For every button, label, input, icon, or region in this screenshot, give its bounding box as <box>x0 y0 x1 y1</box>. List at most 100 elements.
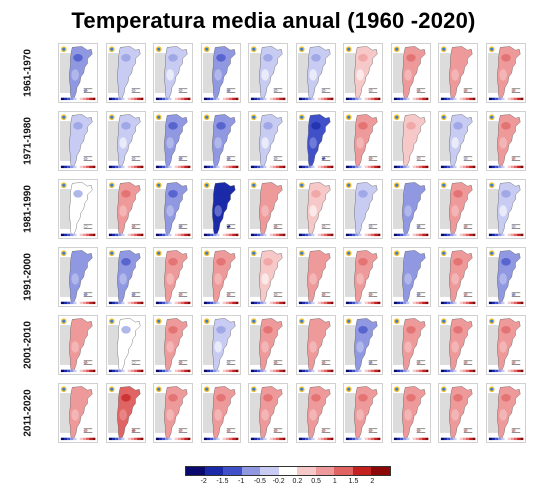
mini-legend-swatch <box>513 233 517 237</box>
annual-anomaly-map <box>200 179 241 239</box>
mini-legend-swatch <box>298 437 302 441</box>
mini-legend-swatch <box>275 233 280 237</box>
annual-anomaly-map <box>200 383 241 443</box>
legend-swatch <box>223 467 242 475</box>
mini-legend-swatch <box>516 233 520 237</box>
annual-anomaly-map <box>485 43 526 103</box>
mini-legend-swatch <box>393 165 397 169</box>
mini-legend-swatch <box>469 233 473 237</box>
mini-legend-swatch <box>272 437 276 441</box>
mini-legend-swatch <box>472 369 476 373</box>
mini-legend-swatch <box>272 165 276 169</box>
mini-legend-swatch <box>171 369 175 373</box>
mini-legend-swatch <box>421 437 425 441</box>
mini-legend-swatch <box>494 369 498 373</box>
mini-legend-swatch <box>70 369 74 373</box>
legend-tick-label: 0.2 <box>292 478 303 485</box>
mini-legend-swatch <box>263 437 267 441</box>
mini-legend-swatch <box>111 369 115 373</box>
mini-legend-swatch <box>225 233 229 237</box>
annual-anomaly-map <box>485 247 526 307</box>
mini-legend-swatch <box>456 233 460 237</box>
mini-legend-swatch <box>212 233 216 237</box>
mini-legend-swatch <box>310 369 315 373</box>
mini-legend-swatch <box>345 369 350 373</box>
mini-legend-swatch <box>180 233 185 237</box>
mini-legend-swatch <box>396 233 400 237</box>
mini-legend-swatch <box>352 97 356 101</box>
mini-legend-swatch <box>76 369 80 373</box>
mini-legend-swatch <box>488 301 492 305</box>
mini-legend-swatch <box>447 97 451 101</box>
mini-legend-swatch <box>374 437 378 441</box>
annual-anomaly-map <box>295 383 336 443</box>
mini-legend-swatch <box>260 233 264 237</box>
mini-legend-swatch <box>459 369 463 373</box>
mini-legend-swatch <box>323 97 327 101</box>
mini-legend-swatch <box>165 233 169 237</box>
mini-legend-swatch <box>459 301 463 305</box>
mini-legend-swatch <box>272 97 276 101</box>
mini-legend-swatch <box>130 369 134 373</box>
mini-legend-swatch <box>326 369 330 373</box>
mini-legend-swatch <box>409 437 413 441</box>
mini-legend-swatch <box>184 437 188 441</box>
mini-legend-swatch <box>304 437 308 441</box>
mini-legend-swatch <box>212 165 216 169</box>
mini-legend-swatch <box>453 165 457 169</box>
mini-legend-swatch <box>504 233 508 237</box>
mini-legend-swatch <box>76 165 80 169</box>
mini-legend-swatch <box>421 301 425 305</box>
page-title: Temperatura media anual (1960 -2020) <box>71 8 476 33</box>
argentina-map-icon <box>59 46 96 101</box>
mini-legend-swatch <box>257 301 261 305</box>
mini-legend-swatch <box>364 165 368 169</box>
mini-legend-swatch <box>304 165 308 169</box>
mini-legend-swatch <box>184 301 188 305</box>
mini-legend-swatch <box>317 97 321 101</box>
mini-legend-swatch <box>159 165 163 169</box>
mini-legend-swatch <box>206 369 210 373</box>
mini-legend-swatch <box>60 165 65 169</box>
mini-legend-swatch <box>165 165 169 169</box>
annual-anomaly-map <box>295 43 336 103</box>
argentina-map-icon <box>344 46 381 101</box>
mini-legend-swatch <box>108 233 112 237</box>
mini-legend-swatch <box>272 369 276 373</box>
annual-anomaly-map <box>390 247 431 307</box>
legend-swatch <box>297 467 316 475</box>
argentina-map-icon <box>297 250 333 305</box>
mini-legend-swatch <box>114 369 118 373</box>
argentina-map-icon <box>59 114 96 169</box>
mini-legend-swatch <box>209 165 213 169</box>
argentina-map-icon <box>107 386 143 441</box>
mini-legend-swatch <box>352 233 356 237</box>
annual-anomaly-map <box>438 179 478 239</box>
mini-legend-swatch <box>168 233 172 237</box>
mini-legend-swatch <box>162 233 166 237</box>
mini-legend-swatch <box>177 369 181 373</box>
mini-legend-swatch <box>260 437 264 441</box>
mini-legend-swatch <box>462 437 466 441</box>
mini-legend-swatch <box>405 165 410 169</box>
argentina-map-icon <box>107 250 143 305</box>
mini-legend-swatch <box>367 301 371 305</box>
mini-legend-swatch <box>500 165 505 169</box>
mini-legend-swatch <box>326 233 330 237</box>
mini-legend-swatch <box>317 301 321 305</box>
argentina-map-icon <box>107 182 143 237</box>
annual-anomaly-map <box>153 43 193 103</box>
mini-legend-swatch <box>415 369 419 373</box>
mini-legend-swatch <box>358 97 362 101</box>
mini-legend-swatch <box>130 233 134 237</box>
mini-legend-swatch <box>504 301 508 305</box>
mini-legend-swatch <box>76 233 80 237</box>
mini-legend-swatch <box>314 437 318 441</box>
annual-anomaly-map <box>58 247 98 307</box>
mini-legend-swatch <box>108 301 112 305</box>
mini-legend-swatch <box>269 301 273 305</box>
mini-legend-swatch <box>329 97 333 101</box>
mini-legend-swatch <box>364 233 368 237</box>
mini-legend-swatch <box>519 97 523 101</box>
mini-legend-swatch <box>219 301 223 305</box>
